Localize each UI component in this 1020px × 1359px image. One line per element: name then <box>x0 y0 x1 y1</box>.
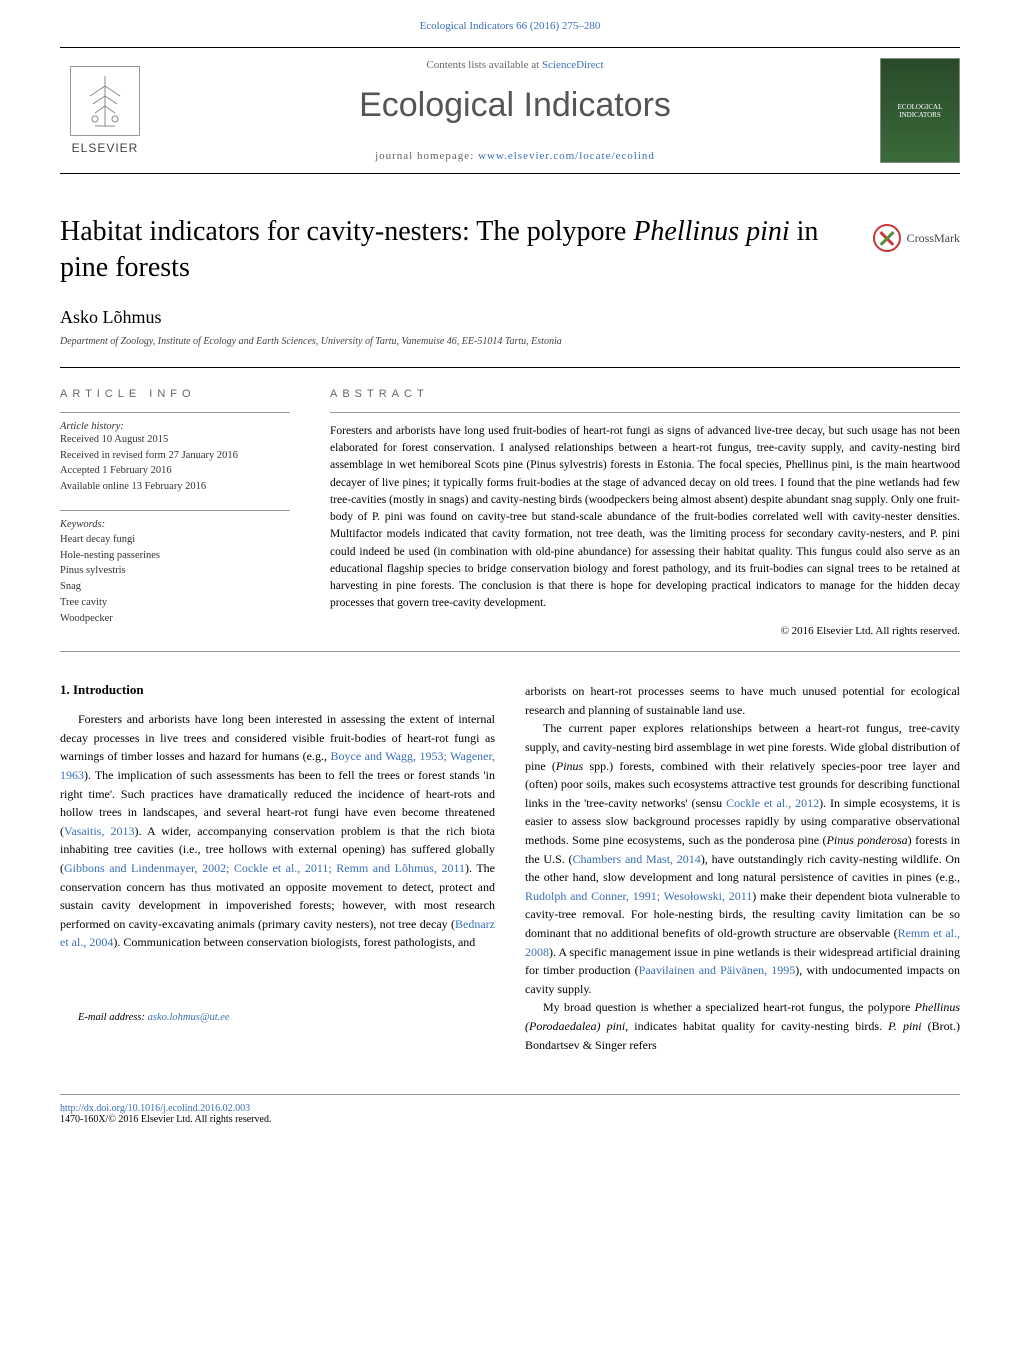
right-column: arborists on heart-rot processes seems t… <box>525 682 960 1054</box>
sciencedirect-link[interactable]: ScienceDirect <box>542 59 604 71</box>
ref-link[interactable]: Vasaitis, 2013 <box>64 824 135 838</box>
text-fragment: My broad question is whether a specializ… <box>543 1000 915 1014</box>
keyword: Hole-nesting passerines <box>60 548 290 564</box>
online-date: Available online 13 February 2016 <box>60 479 290 495</box>
history-block: Article history: Received 10 August 2015… <box>60 412 290 495</box>
accepted-date: Accepted 1 February 2016 <box>60 463 290 479</box>
cover-label: ECOLOGICAL INDICATORS <box>885 103 955 119</box>
email-label: E-mail address: <box>78 1012 148 1023</box>
masthead-center: Contents lists available at ScienceDirec… <box>150 59 880 162</box>
publisher-name: ELSEVIER <box>72 141 139 155</box>
abstract-copyright: © 2016 Elsevier Ltd. All rights reserved… <box>330 625 960 637</box>
keyword: Woodpecker <box>60 611 290 627</box>
ref-link[interactable]: Cockle et al., 2012 <box>726 796 819 810</box>
email-line: E-mail address: asko.lohmus@ut.ee <box>60 1012 495 1023</box>
crossmark-badge[interactable]: CrossMark <box>873 224 960 252</box>
species-name: Pinus <box>556 759 583 773</box>
keyword: Snag <box>60 579 290 595</box>
abstract-column: abstract Foresters and arborists have lo… <box>330 388 960 642</box>
journal-title: Ecological Indicators <box>150 86 880 125</box>
citation-header: Ecological Indicators 66 (2016) 275–280 <box>60 20 960 32</box>
masthead: ELSEVIER Contents lists available at Sci… <box>60 47 960 174</box>
elsevier-tree-icon <box>70 66 140 136</box>
issn-copyright: 1470-160X/© 2016 Elsevier Ltd. All right… <box>60 1114 960 1125</box>
history-label: Article history: <box>60 421 290 432</box>
text-fragment: , indicates habitat quality for cavity-n… <box>625 1019 888 1033</box>
ref-link[interactable]: Rudolph and Conner, 1991; Wesołowski, 20… <box>525 889 752 903</box>
info-abstract-row: article info Article history: Received 1… <box>60 367 960 642</box>
journal-cover-thumbnail: ECOLOGICAL INDICATORS <box>880 58 960 163</box>
keyword: Pinus sylvestris <box>60 563 290 579</box>
received-date: Received 10 August 2015 <box>60 432 290 448</box>
contents-line: Contents lists available at ScienceDirec… <box>150 59 880 71</box>
keywords-block: Keywords: Heart decay fungi Hole-nesting… <box>60 510 290 627</box>
footer-left: http://dx.doi.org/10.1016/j.ecolind.2016… <box>60 1103 960 1125</box>
ref-link[interactable]: Paavilainen and Päivänen, 1995 <box>639 963 796 977</box>
doi-link[interactable]: http://dx.doi.org/10.1016/j.ecolind.2016… <box>60 1103 250 1114</box>
citation-link[interactable]: Ecological Indicators 66 (2016) 275–280 <box>420 20 601 32</box>
article-title: Habitat indicators for cavity-nesters: T… <box>60 214 960 287</box>
keyword: Tree cavity <box>60 595 290 611</box>
author-email-link[interactable]: asko.lohmus@ut.ee <box>148 1012 230 1023</box>
homepage-link[interactable]: www.elsevier.com/locate/ecolind <box>478 150 655 162</box>
crossmark-icon <box>873 224 901 252</box>
tree-svg <box>75 71 135 131</box>
species-name: Pinus ponderosa <box>827 833 908 847</box>
ref-link[interactable]: Gibbons and Lindenmayer, 2002; Cockle et… <box>64 861 465 875</box>
abstract-text: Foresters and arborists have long used f… <box>330 412 960 613</box>
keywords-label: Keywords: <box>60 519 290 530</box>
paragraph-2: The current paper explores relationships… <box>525 719 960 998</box>
author-affiliation: Department of Zoology, Institute of Ecol… <box>60 336 960 347</box>
intro-heading: 1. Introduction <box>60 682 495 698</box>
abstract-heading: abstract <box>330 388 960 400</box>
body-right-text: arborists on heart-rot processes seems t… <box>525 682 960 1054</box>
paragraph-3: My broad question is whether a specializ… <box>525 998 960 1054</box>
title-species: Phellinus pini <box>633 216 789 247</box>
body-columns: 1. Introduction Foresters and arborists … <box>60 651 960 1054</box>
info-heading: article info <box>60 388 290 400</box>
elsevier-logo: ELSEVIER <box>60 61 150 161</box>
article-info-column: article info Article history: Received 1… <box>60 388 290 642</box>
homepage-prefix: journal homepage: <box>375 150 478 162</box>
title-text-1: Habitat indicators for cavity-nesters: T… <box>60 216 633 247</box>
crossmark-label: CrossMark <box>907 231 960 246</box>
left-column: 1. Introduction Foresters and arborists … <box>60 682 495 1054</box>
keyword: Heart decay fungi <box>60 532 290 548</box>
journal-homepage: journal homepage: www.elsevier.com/locat… <box>150 150 880 162</box>
species-name: P. pini <box>888 1019 922 1033</box>
ref-link[interactable]: Chambers and Mast, 2014 <box>573 852 701 866</box>
page-footer: http://dx.doi.org/10.1016/j.ecolind.2016… <box>60 1094 960 1125</box>
contents-prefix: Contents lists available at <box>426 59 541 71</box>
text-fragment: ). Communication between conservation bi… <box>113 935 475 949</box>
continuation-paragraph: arborists on heart-rot processes seems t… <box>525 682 960 719</box>
revised-date: Received in revised form 27 January 2016 <box>60 448 290 464</box>
intro-paragraph-1: Foresters and arborists have long been i… <box>60 710 495 952</box>
title-section: Habitat indicators for cavity-nesters: T… <box>60 214 960 287</box>
author-name: Asko Lõhmus <box>60 307 960 328</box>
